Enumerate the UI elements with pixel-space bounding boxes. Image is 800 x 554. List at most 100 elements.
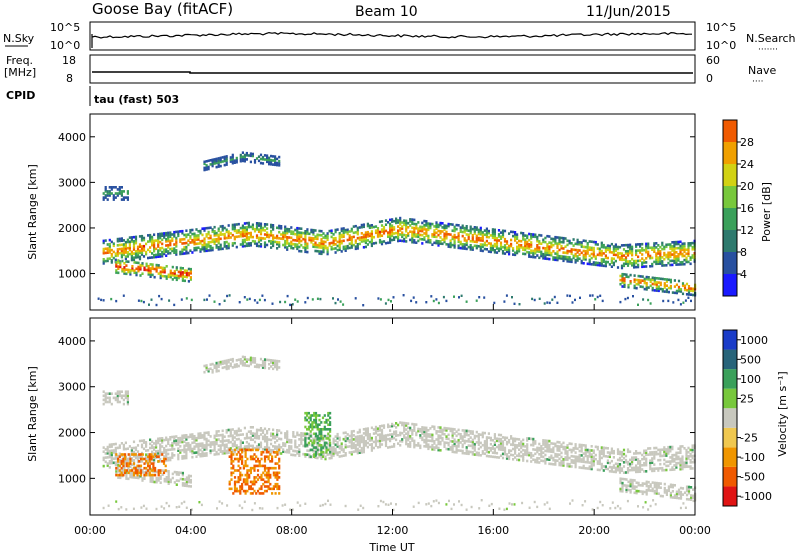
power-cell [128,244,131,248]
power-cell [239,243,242,246]
power-cell [566,239,569,243]
velocity-cell [437,426,440,429]
velocity-cell [427,435,430,438]
power-cell [161,252,164,256]
velocity-cell [610,470,613,473]
power-cell [655,281,658,284]
power-cell [288,230,291,233]
power-cell [120,253,123,257]
velocity-cell [296,450,299,453]
velocity-cell [635,464,638,467]
velocity-cell [110,445,113,448]
velocity-cell [290,445,293,448]
velocity-cell [439,430,442,434]
velocity-cell [203,446,206,449]
power-cell [298,241,301,245]
power-cell [263,223,267,226]
velocity-cell [675,464,678,467]
power-cell [661,260,664,263]
power-cell [599,294,602,297]
power-cell [139,263,142,267]
power-cell [175,276,178,280]
velocity-cell [255,445,259,448]
velocity-cell [477,447,480,451]
velocity-cell [560,461,563,465]
power-cell [635,243,638,246]
power-cell [370,236,373,239]
power-cell [554,238,557,241]
power-cell [153,243,156,247]
power-cell [339,300,342,303]
velocity-cell [171,446,174,449]
power-cell [332,241,335,244]
power-cell [651,288,654,292]
velocity-cell [177,437,180,440]
power-cell [465,241,468,244]
date-title: 11/Jun/2015 [586,4,671,20]
power-cell [645,284,648,287]
velocity-cell [562,460,565,463]
velocity-cell [239,362,242,365]
velocity-cell [203,370,206,374]
power-cell [679,303,682,306]
velocity-cell [669,485,672,489]
velocity-cell [667,452,670,455]
velocity-cell [193,441,196,444]
velocity-cell [332,437,335,441]
power-cell [137,261,140,265]
power-cell [453,225,456,229]
power-cell [687,254,690,257]
velocity-cell [554,459,557,462]
velocity-cell [110,457,113,461]
power-cell [469,244,472,247]
power-cell [657,258,660,261]
velocity-cell [120,506,123,509]
power-cell [104,251,107,255]
velocity-cell [280,431,283,435]
power-cell [657,260,660,263]
power-cell [598,251,601,255]
power-cell [584,245,587,249]
power-cell [626,252,630,255]
velocity-cell [391,435,394,438]
velocity-cell [120,394,123,398]
power-cell [633,284,636,288]
velocity-cell [159,447,162,451]
power-cell [582,249,585,253]
velocity-cell [471,446,474,450]
velocity-cell [399,444,402,447]
velocity-cell [616,452,620,455]
power-cell [354,297,357,300]
velocity-cell [102,390,105,393]
power-cell [179,266,182,270]
velocity-cell [600,466,603,470]
power-cell [592,261,595,264]
power-cell [469,227,472,231]
velocity-cell [110,449,113,452]
power-cell [501,235,505,239]
velocity-cell [685,497,689,501]
velocity-cell [602,452,605,456]
power-cell [120,186,123,189]
velocity-cell [261,364,265,367]
power-cell [213,230,216,233]
power-cell [552,258,555,261]
power-cell [582,239,585,242]
power-cell [641,247,644,250]
power-cell [683,258,686,262]
velocity-cell [342,454,345,457]
power-cell [663,284,666,287]
power-cell [667,286,670,290]
power-cell [582,245,585,249]
velocity-cell [356,449,359,453]
power-cell [187,233,190,236]
velocity-cell [147,471,150,475]
power-cell [522,248,525,251]
velocity-cell [132,446,136,450]
power-cell [645,242,648,246]
velocity-cell [108,460,111,463]
velocity-cell [657,469,660,472]
velocity-cell [532,454,535,457]
power-cell [110,261,113,264]
velocity-cell [122,456,125,459]
